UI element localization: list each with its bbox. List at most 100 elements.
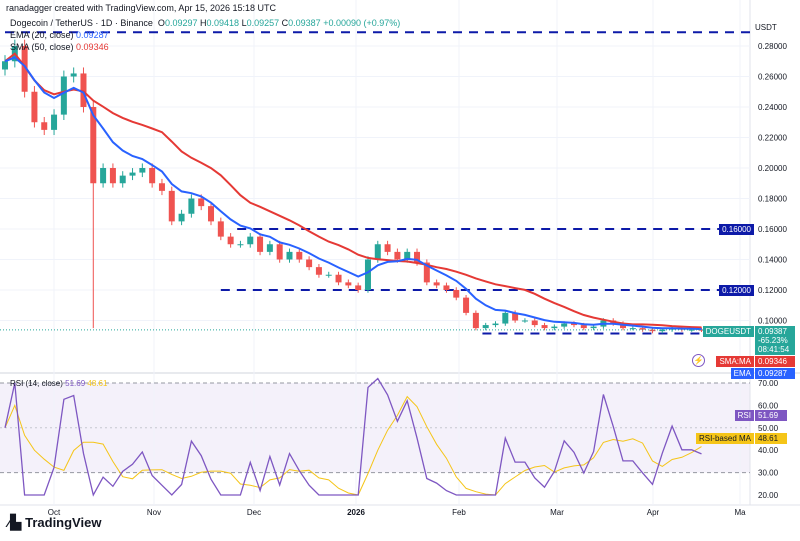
symbol-title: Dogecoin / TetherUS · 1D · Binance: [10, 18, 153, 28]
rsi-line: [4, 377, 702, 497]
last-price: 0.09387: [758, 327, 787, 336]
rsi-badge: 51.69: [755, 410, 787, 421]
candle: [100, 168, 107, 184]
candle: [345, 282, 352, 286]
high-label: H: [200, 18, 207, 28]
candle: [551, 326, 558, 329]
candle: [423, 262, 430, 283]
candle: [364, 259, 371, 290]
currency-label: USDT: [755, 23, 777, 32]
candle: [60, 76, 67, 115]
price-tick-label: 0.14000: [758, 256, 787, 265]
candle: [198, 198, 205, 207]
lightning-icon[interactable]: ⚡: [692, 354, 705, 367]
candle: [227, 236, 234, 245]
candle: [80, 73, 87, 107]
low-label: L: [241, 18, 247, 28]
x-tick-label: Apr: [647, 508, 660, 517]
x-tick-label: Nov: [147, 508, 161, 517]
candle: [541, 325, 548, 329]
x-tick-label: Feb: [452, 508, 466, 517]
candle: [90, 107, 97, 184]
candle: [21, 46, 28, 92]
candle: [531, 320, 538, 326]
candle: [492, 323, 499, 326]
candle: [109, 168, 116, 184]
price-tick-label: 0.10000: [758, 317, 787, 326]
rsi-ma-value: 48.61: [87, 379, 108, 388]
candle: [306, 259, 313, 268]
price-tick-label: 0.16000: [758, 225, 787, 234]
last-price-badge: 0.09387 -65.23% 08:41:54: [755, 326, 795, 355]
price-tick-label: 0.24000: [758, 103, 787, 112]
price-tick-label: 0.28000: [758, 42, 787, 51]
candle: [168, 190, 175, 222]
candle: [276, 244, 283, 260]
candle: [659, 329, 666, 332]
candle: [453, 290, 460, 298]
candle: [482, 325, 489, 329]
sma-legend[interactable]: SMA (50, close) 0.09346: [10, 42, 109, 53]
price-tick-label: 0.18000: [758, 195, 787, 204]
candle: [570, 323, 577, 326]
candle: [384, 244, 391, 252]
rsi-tick-label: 60.00: [758, 401, 779, 410]
level-016-badge: 0.16000: [719, 224, 754, 235]
open-value: 0.09297: [164, 18, 198, 28]
x-tick-label: 2026: [347, 508, 365, 517]
high-value: 0.09418: [206, 18, 240, 28]
rsi-label: RSI (14, close): [10, 379, 63, 388]
rsi-tick-label: 40.00: [758, 446, 779, 455]
ema-line: [4, 56, 702, 331]
sma-line: [4, 52, 702, 329]
price-tick-label: 0.26000: [758, 73, 787, 82]
tradingview-logo[interactable]: ⁄▙ TradingView: [8, 514, 101, 531]
price-tick-label: 0.20000: [758, 164, 787, 173]
ohlc-legend: Dogecoin / TetherUS · 1D · Binance O0.09…: [10, 18, 400, 29]
candle: [247, 236, 254, 245]
rsi-ma-tag: RSI-based MA: [695, 433, 754, 444]
candle: [463, 297, 470, 313]
candle: [629, 328, 636, 330]
x-tick-label: Ma: [734, 508, 746, 517]
candle: [286, 251, 293, 260]
rsi-value: 51.69: [65, 379, 86, 388]
candle: [325, 274, 332, 276]
price-tick-label: 0.12000: [758, 286, 787, 295]
rsi-ma-badge: 48.61: [755, 433, 787, 444]
ema-legend[interactable]: EMA (20, close) 0.09287: [10, 30, 109, 41]
candle: [374, 244, 381, 260]
candle: [414, 251, 421, 263]
candle: [688, 329, 695, 331]
candle: [502, 312, 509, 324]
ema-tag: EMA: [730, 368, 754, 379]
price-tick-label: 0.22000: [758, 134, 787, 143]
candle: [698, 329, 705, 331]
candle: [208, 206, 215, 222]
sma-label: SMA (50, close): [10, 42, 74, 52]
candle: [178, 213, 185, 222]
candle: [41, 122, 48, 130]
candle: [139, 168, 146, 173]
candle: [149, 168, 156, 184]
candle: [70, 73, 77, 77]
open-label: O: [157, 18, 165, 28]
candle: [158, 183, 165, 191]
ema-value: 0.09287: [76, 30, 109, 40]
x-tick-label: Dec: [247, 508, 261, 517]
rsi-tick-label: 70.00: [758, 379, 779, 388]
candle: [512, 312, 519, 321]
sma-tag: SMA:MA: [716, 356, 754, 367]
close-value: 0.09387: [288, 18, 321, 28]
sma-badge: 0.09346: [755, 356, 795, 367]
candle: [590, 326, 597, 329]
symbol-badge: DOGEUSDT: [702, 326, 754, 337]
level-012-badge: 0.12000: [719, 285, 754, 296]
rsi-legend[interactable]: RSI (14, close) 51.69 48.61: [10, 378, 107, 389]
candle: [266, 244, 273, 252]
credit-text: ranadagger created with TradingView.com,…: [6, 3, 276, 13]
x-tick-label: Mar: [550, 508, 564, 517]
ema-label: EMA (20, close): [10, 30, 74, 40]
